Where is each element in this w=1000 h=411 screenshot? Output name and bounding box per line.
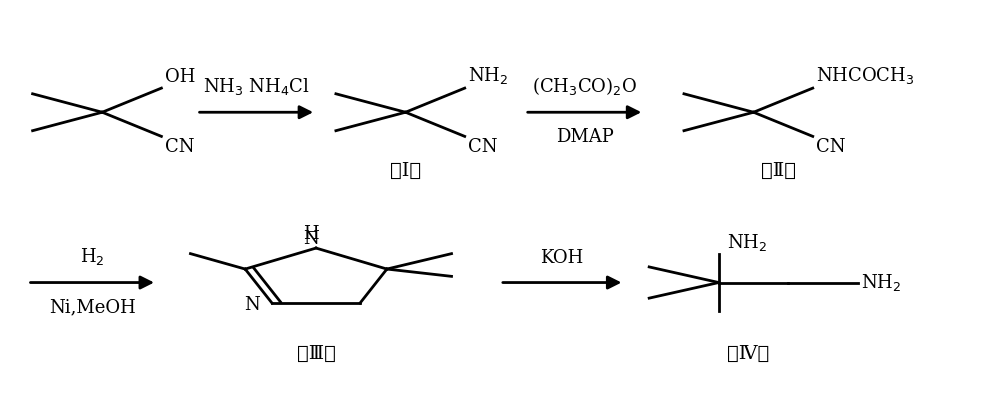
Text: （Ⅰ）: （Ⅰ）	[390, 162, 421, 180]
Text: （Ⅳ）: （Ⅳ）	[727, 344, 770, 363]
Text: （Ⅲ）: （Ⅲ）	[297, 344, 335, 363]
Text: NH$_2$: NH$_2$	[468, 65, 509, 86]
Text: CN: CN	[165, 139, 194, 156]
Text: (CH$_3$CO)$_2$O: (CH$_3$CO)$_2$O	[532, 75, 637, 97]
Text: H: H	[303, 225, 319, 243]
Text: DMAP: DMAP	[556, 128, 613, 145]
Text: H$_2$: H$_2$	[80, 246, 105, 267]
Text: NHCOCH$_3$: NHCOCH$_3$	[816, 65, 915, 86]
Text: （Ⅱ）: （Ⅱ）	[761, 162, 796, 180]
Text: N: N	[244, 296, 260, 314]
Text: OH: OH	[165, 68, 195, 86]
Text: KOH: KOH	[541, 249, 584, 267]
Text: NH$_2$: NH$_2$	[861, 272, 902, 293]
Text: NH$_2$: NH$_2$	[727, 232, 767, 253]
Text: N: N	[303, 230, 319, 248]
Text: CN: CN	[468, 139, 498, 156]
Text: Ni,MeOH: Ni,MeOH	[49, 298, 136, 316]
Text: CN: CN	[816, 139, 846, 156]
Text: NH$_3$ NH$_4$Cl: NH$_3$ NH$_4$Cl	[203, 76, 310, 97]
